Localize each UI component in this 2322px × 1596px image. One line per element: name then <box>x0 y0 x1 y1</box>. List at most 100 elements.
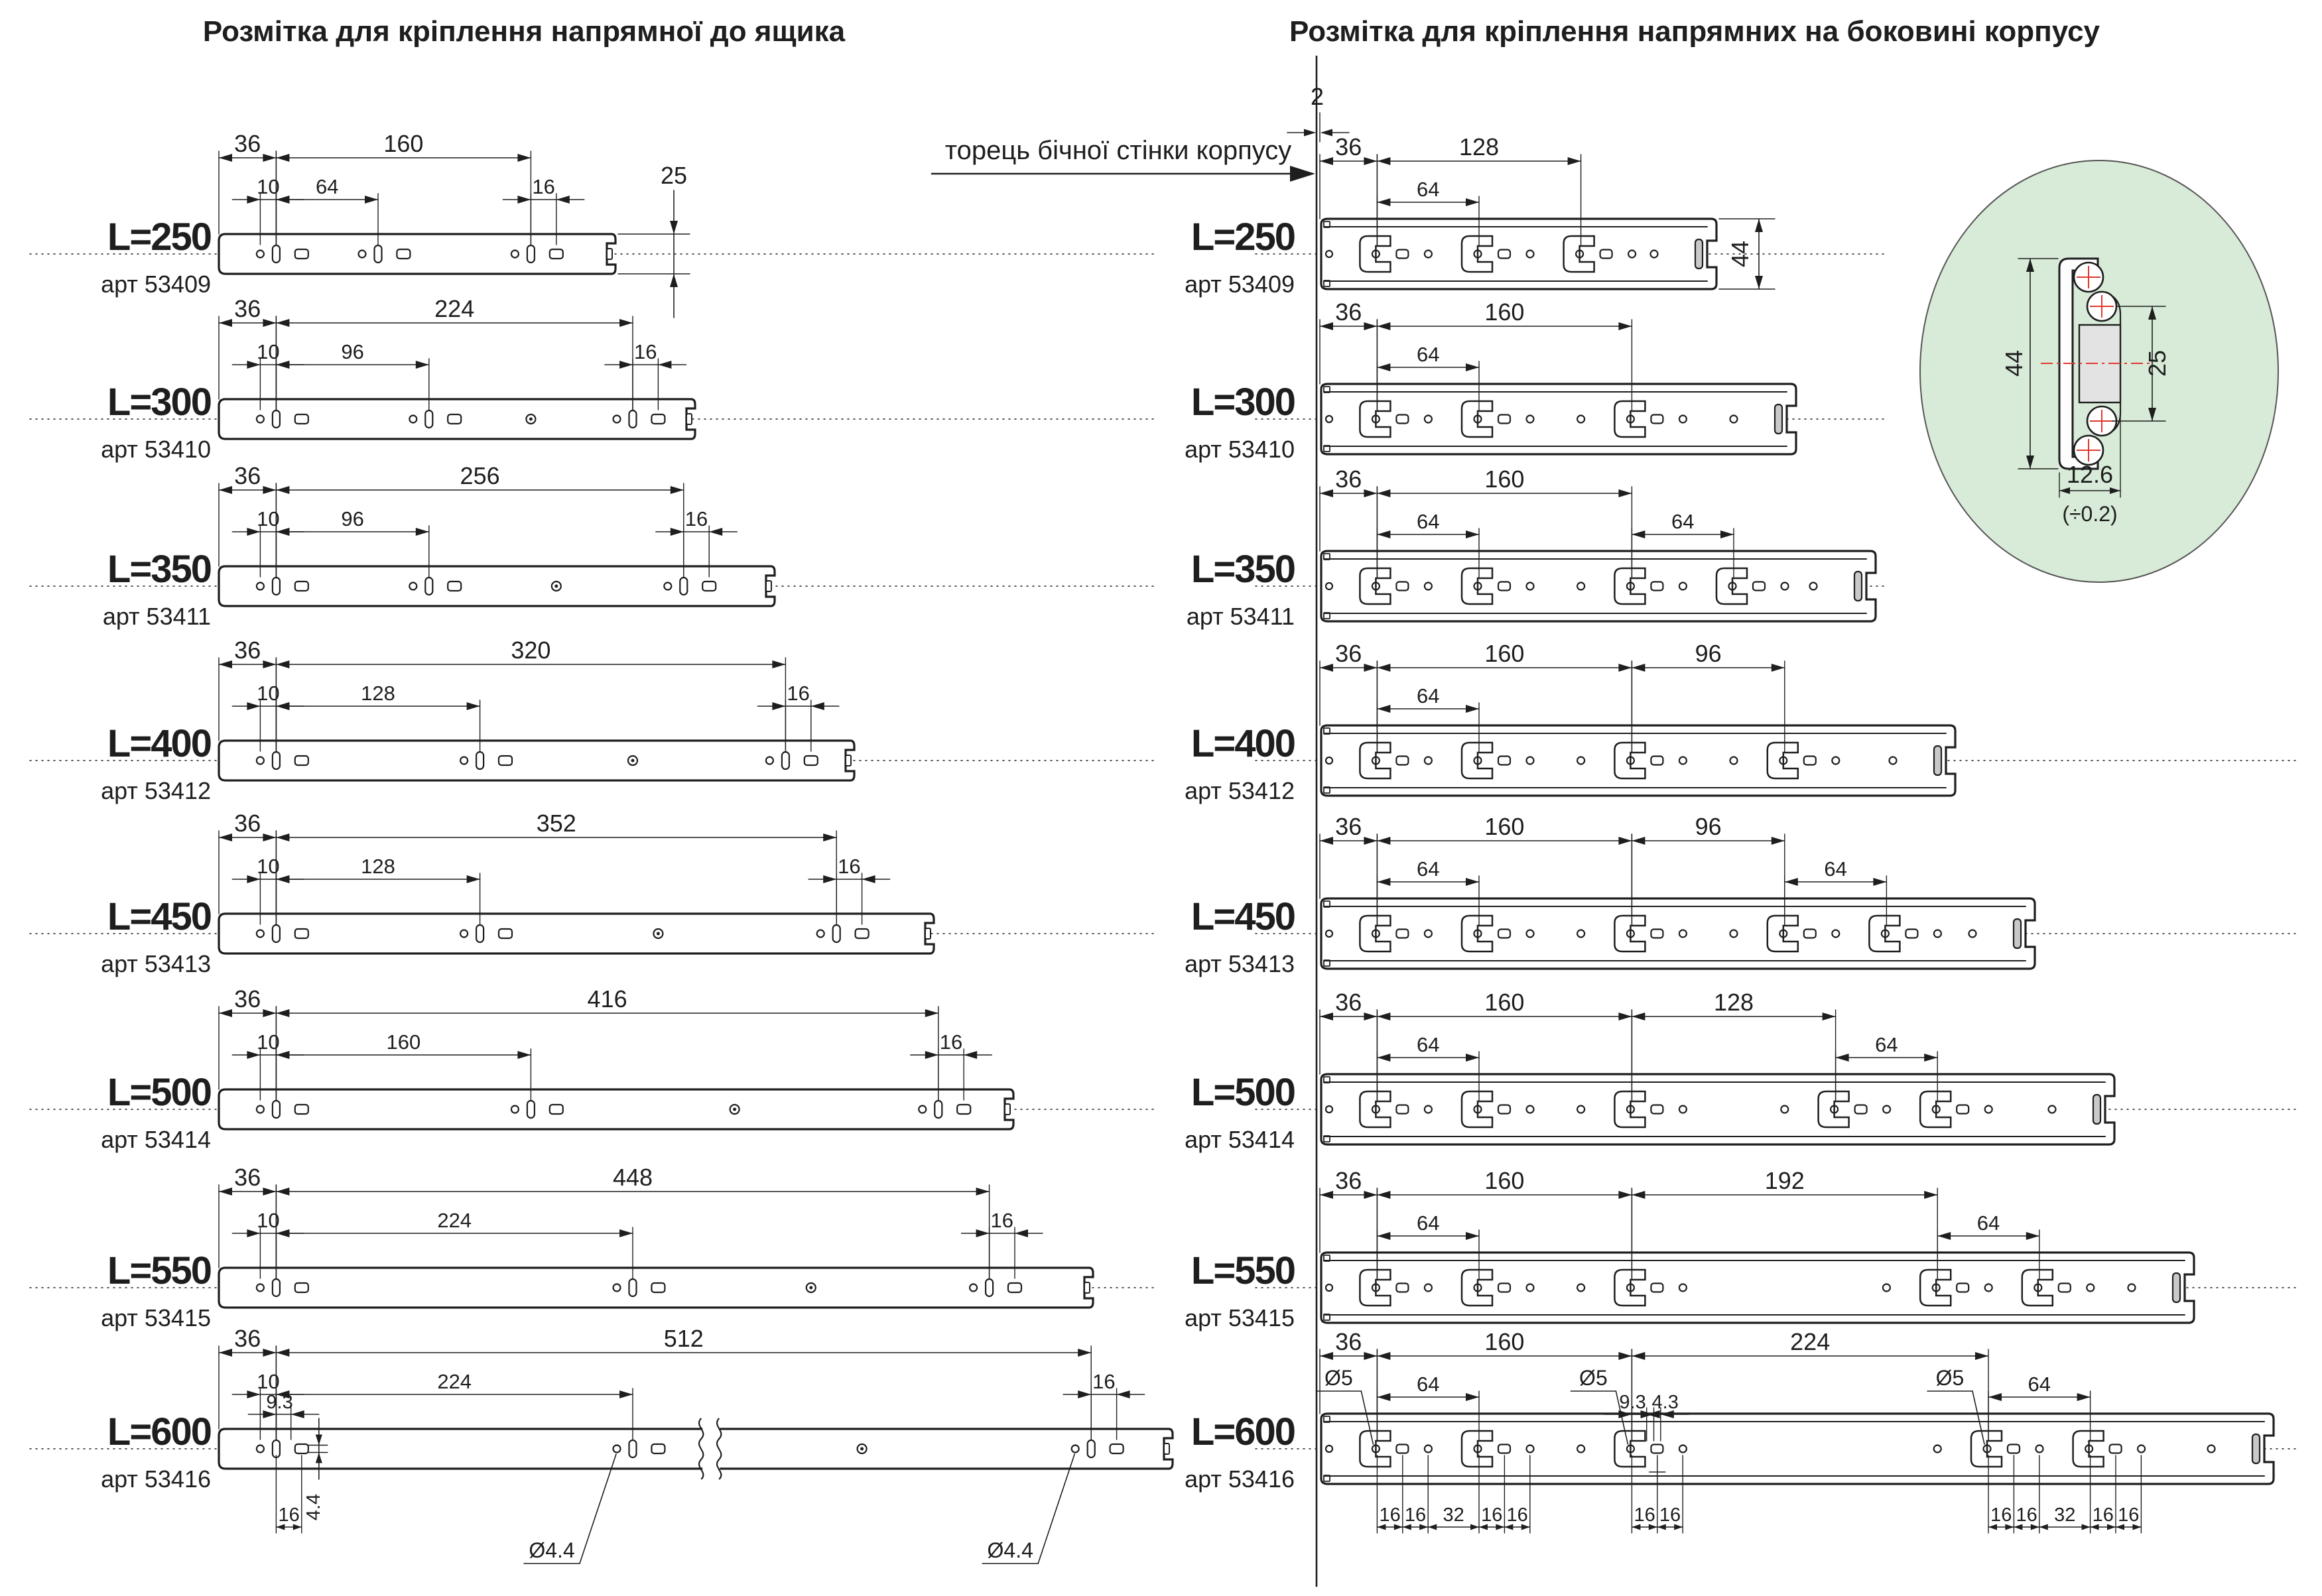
length-label: L=600 <box>1191 1410 1295 1453</box>
dim-label: 64 <box>316 175 338 198</box>
dim-label: 36 <box>1335 813 1362 840</box>
dim-label: 224 <box>434 295 474 322</box>
dim-label: 64 <box>1417 1373 1439 1396</box>
dim-label: 16 <box>532 175 554 198</box>
article-label: арт 53416 <box>101 1465 211 1493</box>
dim-label: 9.3 <box>266 1392 292 1413</box>
dim-label: 448 <box>613 1164 653 1191</box>
dim-label: 36 <box>1335 640 1362 667</box>
length-label: L=400 <box>107 722 211 765</box>
dim-label: 16 <box>1634 1504 1655 1526</box>
dim-label: 128 <box>361 855 395 878</box>
rail-outline <box>1320 550 1877 623</box>
dim-label: 16 <box>278 1504 299 1526</box>
rail-right-L250: 36 128 64 44 <box>1255 133 1888 290</box>
dim-label: 36 <box>234 1164 261 1191</box>
article-label: арт 53413 <box>101 950 211 977</box>
length-label: L=250 <box>107 215 211 259</box>
dim-label: 16 <box>1481 1504 1502 1526</box>
dim-label: 25 <box>661 162 687 189</box>
euro-slot <box>1359 1090 1391 1129</box>
dim-label: 16 <box>1990 1504 2012 1526</box>
detail-inner-label: 25 <box>2144 350 2171 377</box>
dim-label: 36 <box>1335 989 1362 1016</box>
article-label: арт 53409 <box>1185 271 1295 298</box>
euro-slot <box>1460 741 1494 780</box>
dim-label: 36 <box>234 130 261 157</box>
dim-label: 64 <box>1875 1033 1898 1056</box>
rail-outline <box>1320 724 1957 797</box>
article-label: арт 53411 <box>103 603 211 630</box>
article-label: арт 53414 <box>101 1126 211 1153</box>
dim-label: 160 <box>1484 465 1524 493</box>
rail-right-L450: 36 160 96 64 64 <box>1255 813 2299 970</box>
dim-label: 160 <box>1484 813 1524 840</box>
euro-slot <box>1614 741 1646 780</box>
euro-slot <box>1460 400 1494 438</box>
dim-label: 256 <box>460 462 500 489</box>
rail-outline <box>1320 217 1718 290</box>
length-label: L=350 <box>107 548 211 591</box>
dim-label: 64 <box>1977 1211 2000 1235</box>
dim-label: 320 <box>511 637 550 664</box>
article-label: арт 53416 <box>1185 1465 1295 1493</box>
dim-label: 160 <box>1484 640 1524 667</box>
euro-slot <box>1614 914 1646 953</box>
wall-group <box>931 55 1350 1587</box>
length-label: L=450 <box>1191 895 1295 938</box>
euro-slot <box>1359 567 1391 605</box>
length-label: L=500 <box>1191 1071 1295 1114</box>
article-label: арт 53410 <box>1185 436 1295 463</box>
dim-label: 16 <box>1092 1370 1115 1393</box>
rail-right-L550: 36 160 192 64 64 <box>1255 1167 2299 1324</box>
article-label: арт 53410 <box>101 436 211 463</box>
euro-slot <box>1614 567 1646 605</box>
diameter-callout: Ø5 <box>1324 1366 1353 1390</box>
dim-label: 160 <box>383 130 423 157</box>
dim-label: 36 <box>1335 298 1362 326</box>
rail-outline <box>218 233 617 275</box>
euro-slot <box>1817 1090 1850 1129</box>
length-label: L=550 <box>107 1249 211 1292</box>
dim-label: 16 <box>1506 1504 1527 1526</box>
dim-label: 128 <box>1714 989 1754 1016</box>
dim-label: 16 <box>1379 1504 1400 1526</box>
title-left: Розмітка для кріплення напрямної до ящик… <box>203 15 846 48</box>
dim-label: 16 <box>2118 1504 2139 1526</box>
rail-outline <box>218 1088 1015 1131</box>
dim-label: 160 <box>1484 298 1524 326</box>
dim-label: 36 <box>234 462 261 489</box>
length-label: L=550 <box>1191 1249 1295 1292</box>
dim-label: 36 <box>1335 133 1362 160</box>
dim-label: 64 <box>1417 343 1439 366</box>
dim-label: 96 <box>341 507 363 530</box>
euro-slot <box>1766 914 1799 953</box>
dim-label: 32 <box>2054 1504 2075 1526</box>
dim-label: 16 <box>1405 1504 1426 1526</box>
dim-label: 224 <box>437 1370 472 1393</box>
dim-label: 64 <box>2028 1373 2051 1396</box>
wall-side-label: торець бічної стінки корпусу <box>945 136 1292 165</box>
euro-slot <box>1614 400 1646 438</box>
dim-label: 36 <box>234 637 261 664</box>
length-label: L=500 <box>107 1071 211 1114</box>
rail-right-L300: 36 160 64 <box>1255 298 1888 456</box>
dim-label: 16 <box>838 855 860 878</box>
diameter-callout: Ø5 <box>1936 1366 1965 1390</box>
dim-label: 9.3 <box>1619 1392 1645 1413</box>
dim-label: 16 <box>1659 1504 1681 1526</box>
euro-slot <box>1460 914 1494 953</box>
dim-label: 160 <box>1484 989 1524 1016</box>
dim-label: 64 <box>1417 684 1439 707</box>
dim-label: 64 <box>1417 1033 1439 1056</box>
